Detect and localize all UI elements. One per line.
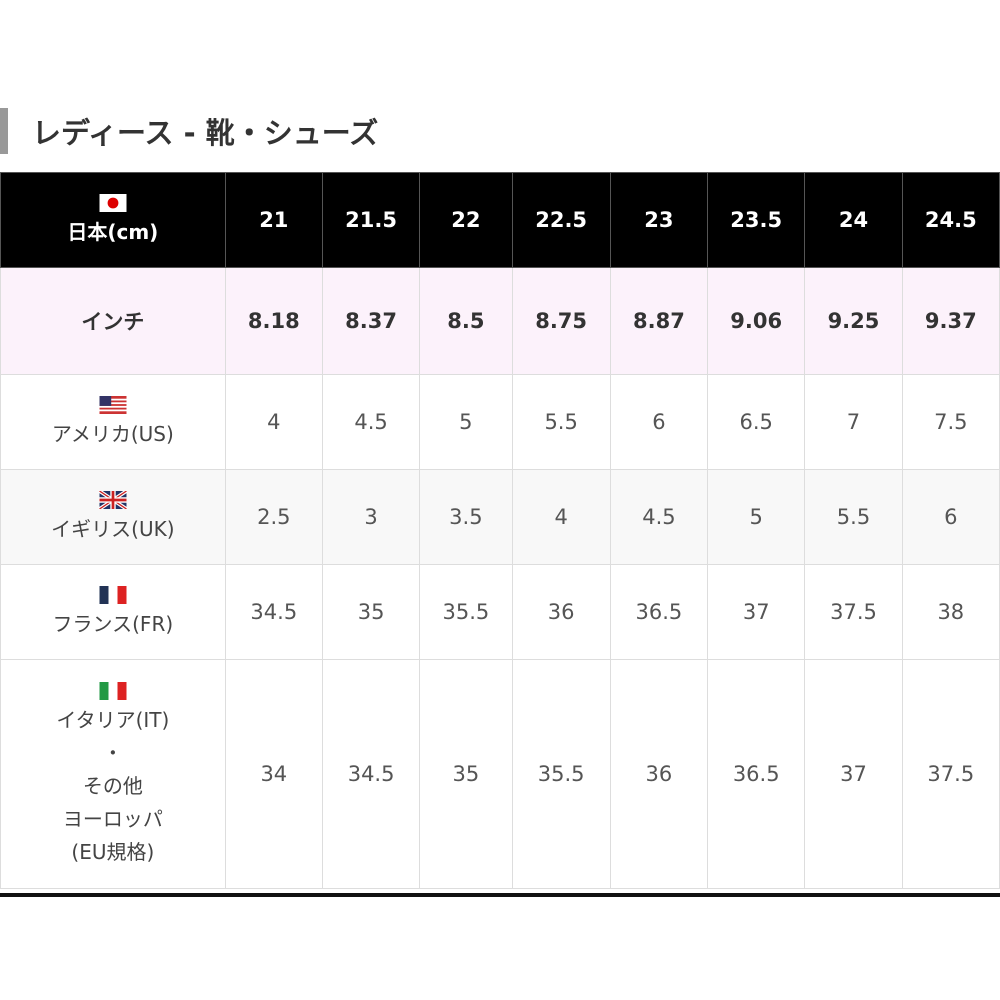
size-cell: 5 [707,469,806,565]
size-cell: 38 [901,564,1000,660]
size-cell: 9.06 [707,267,806,375]
size-cell: 9.25 [804,267,903,375]
size-cell: 8.37 [321,267,421,375]
size-cell: 37 [804,659,903,889]
italy-flag-icon [99,681,127,700]
size-cell: 35 [321,564,421,660]
size-cell: 35 [419,659,513,889]
size-cell: 35.5 [511,659,611,889]
row-label-line: イタリア(IT) [56,707,170,732]
row-label-line: (EU規格) [71,839,155,864]
table-row-it: イタリア(IT) ・ その他 ヨーロッパ (EU規格) 34 34.5 35 35.5… [0,659,1000,889]
uk-flag-icon [98,490,127,509]
row-label: フランス(FR) [52,611,174,636]
size-cell: 36.5 [707,659,806,889]
row-label-cell: イタリア(IT) ・ その他 ヨーロッパ (EU規格) [0,659,226,889]
header-label: 日本(cm) [67,219,159,244]
row-label-cell: イギリス(UK) [0,469,226,565]
size-cell: 36 [511,564,611,660]
table-row-uk: イギリス(UK) 2.5 3 3.5 4 4.5 5 5.5 6 [0,469,1000,565]
table-row-inch: インチ 8.18 8.37 8.5 8.75 8.87 9.06 9.25 9.37 [0,267,1000,375]
header-size-cell: 23 [609,172,709,268]
size-cell: 8.87 [609,267,709,375]
header-size-cell: 24.5 [901,172,1000,268]
size-cell: 6.5 [707,374,806,470]
size-cell: 8.5 [419,267,513,375]
size-cell: 9.37 [901,267,1000,375]
size-cell: 4.5 [609,469,709,565]
japan-flag-icon [99,193,127,212]
size-cell: 7 [804,374,903,470]
row-label-cell: フランス(FR) [0,564,226,660]
table-row-us: アメリカ(US) 4 4.5 5 5.5 6 6.5 7 7.5 [0,374,1000,470]
row-label-cell: アメリカ(US) [0,374,226,470]
header-label-cell: 日本(cm) [0,172,226,268]
header-size-cell: 21.5 [321,172,421,268]
size-cell: 34.5 [224,564,323,660]
title-accent-bar [0,108,8,154]
size-cell: 4 [511,469,611,565]
header-size-cell: 23.5 [707,172,806,268]
size-cell: 6 [609,374,709,470]
size-cell: 4 [224,374,323,470]
header-size-cell: 22 [419,172,513,268]
size-cell: 36 [609,659,709,889]
size-cell: 2.5 [224,469,323,565]
size-cell: 6 [901,469,1000,565]
size-cell: 5 [419,374,513,470]
header-size-cell: 24 [804,172,903,268]
size-cell: 7.5 [901,374,1000,470]
size-cell: 37.5 [901,659,1000,889]
row-label-line: その他 [82,773,143,798]
size-cell: 34 [224,659,323,889]
france-flag-icon [99,585,127,604]
size-cell: 37 [707,564,806,660]
size-cell: 36.5 [609,564,709,660]
size-cell: 37.5 [804,564,903,660]
header-size-cell: 22.5 [511,172,611,268]
size-cell: 5.5 [804,469,903,565]
row-label: アメリカ(US) [51,421,174,446]
size-cell: 8.18 [224,267,323,375]
row-label: イギリス(UK) [51,516,175,541]
row-label-line: ヨーロッパ [62,806,163,831]
size-cell: 3 [321,469,421,565]
header-row: 日本(cm) 21 21.5 22 22.5 23 23.5 24 24.5 [0,172,1000,268]
size-cell: 3.5 [419,469,513,565]
size-table: 日本(cm) 21 21.5 22 22.5 23 23.5 24 24.5 インチ 8.18… [0,172,1000,889]
size-cell: 4.5 [321,374,421,470]
us-flag-icon [99,395,127,414]
row-label: インチ [0,267,226,375]
size-cell: 34.5 [321,659,421,889]
bottom-border [0,893,1000,897]
size-cell: 35.5 [419,564,513,660]
size-cell: 5.5 [511,374,611,470]
row-label-line: ・ [102,740,123,765]
header-size-cell: 21 [224,172,323,268]
table-row-fr: フランス(FR) 34.5 35 35.5 36 36.5 37 37.5 38 [0,564,1000,660]
size-cell: 8.75 [511,267,611,375]
page-title: レディース - 靴・シューズ [32,116,379,150]
